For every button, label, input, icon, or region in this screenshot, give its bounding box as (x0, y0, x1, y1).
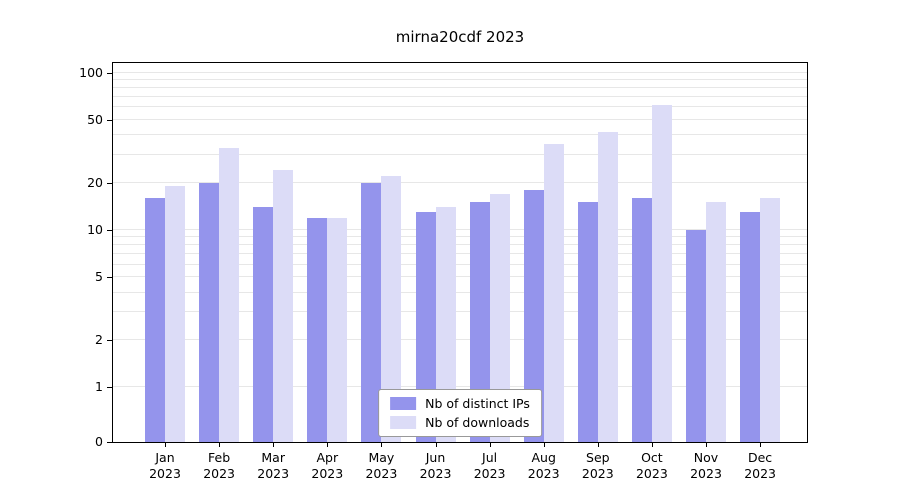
x-tick (381, 443, 383, 447)
bar-nb-of-downloads-feb (219, 148, 240, 442)
bar-nb-of-downloads-may (381, 176, 402, 442)
y-tick (107, 340, 112, 342)
y-tick-label: 10 (87, 221, 103, 237)
y-tick-label: 100 (79, 64, 103, 80)
gridline (113, 263, 807, 265)
y-tick (107, 387, 112, 389)
y-tick (107, 229, 112, 231)
bar-nb-of-downloads-nov (706, 202, 726, 442)
bar-nb-of-downloads-jul (489, 193, 510, 442)
x-tick (760, 443, 762, 447)
legend-item-distinct-ips: Nb of distinct IPs (390, 396, 530, 411)
gridline (113, 228, 807, 230)
y-tick-label: 1 (95, 379, 103, 395)
x-tick-label: Sep 2023 (581, 450, 614, 481)
bar-nb-of-distinct-ips-jan (145, 197, 165, 442)
bar-nb-of-downloads-jan (165, 186, 185, 442)
x-tick (165, 443, 166, 447)
plot-area (112, 62, 808, 443)
y-tick (107, 119, 112, 121)
gridline (113, 291, 807, 293)
x-tick (489, 443, 491, 447)
bar-nb-of-distinct-ips-sep (577, 202, 598, 442)
bar-nb-of-distinct-ips-apr (307, 217, 328, 442)
x-tick (651, 443, 653, 447)
x-tick-label: Aug 2023 (527, 450, 560, 481)
bar-nb-of-downloads-aug (543, 144, 564, 442)
bar-nb-of-distinct-ips-dec (740, 212, 761, 442)
legend-label-downloads: Nb of downloads (425, 415, 530, 430)
chart-title: mirna20cdf 2023 (395, 28, 525, 46)
gridline (113, 244, 807, 246)
x-tick (435, 443, 437, 447)
gridline (113, 276, 807, 278)
x-tick-label: Jul 2023 (473, 450, 506, 481)
x-tick (273, 443, 275, 447)
gridline (113, 118, 807, 120)
gridline (113, 86, 807, 88)
bar-nb-of-distinct-ips-may (361, 182, 382, 442)
gridline (113, 253, 807, 255)
x-tick (543, 443, 545, 447)
bar-nb-of-downloads-oct (651, 105, 672, 442)
x-tick (706, 443, 707, 447)
y-tick-label: 0 (95, 434, 103, 449)
gridline (113, 106, 807, 108)
x-tick-label: Oct 2023 (635, 450, 668, 481)
gridline (113, 311, 807, 313)
y-tick-label: 50 (87, 111, 103, 127)
bar-nb-of-downloads-sep (597, 131, 618, 442)
bar-nb-of-distinct-ips-feb (199, 182, 220, 442)
x-tick (219, 443, 221, 447)
gridline (113, 134, 807, 136)
x-tick (597, 443, 599, 447)
x-tick-label: Nov 2023 (690, 450, 722, 481)
x-tick (327, 443, 329, 447)
legend-item-downloads: Nb of downloads (390, 415, 530, 430)
y-tick-label: 2 (95, 332, 103, 348)
x-tick-label: May 2023 (365, 450, 398, 481)
gridline (113, 339, 807, 341)
y-tick (107, 277, 112, 279)
gridline (113, 153, 807, 155)
y-tick-label: 5 (95, 269, 103, 285)
bar-nb-of-downloads-dec (760, 197, 781, 442)
gridline (113, 95, 807, 97)
gridline (113, 386, 807, 388)
x-tick-label: Dec 2023 (744, 450, 776, 481)
bar-nb-of-downloads-jun (435, 206, 456, 442)
legend: Nb of distinct IPs Nb of downloads (378, 389, 542, 437)
legend-swatch-downloads (390, 416, 417, 429)
x-tick-label: Jun 2023 (419, 450, 452, 481)
bar-nb-of-downloads-mar (273, 170, 294, 442)
bar-nb-of-distinct-ips-oct (631, 197, 652, 442)
y-tick-label: 20 (87, 174, 103, 190)
y-tick (107, 72, 112, 74)
gridline (113, 236, 807, 238)
gridline (113, 181, 807, 183)
x-tick-label: Jan 2023 (149, 450, 181, 481)
y-tick (107, 442, 112, 443)
x-tick-label: Apr 2023 (311, 450, 344, 481)
gridline (113, 78, 807, 80)
gridline (113, 71, 807, 73)
bar-nb-of-distinct-ips-nov (686, 229, 706, 442)
bar-nb-of-distinct-ips-mar (253, 206, 274, 442)
legend-label-distinct-ips: Nb of distinct IPs (425, 396, 530, 411)
bar-nb-of-distinct-ips-jul (469, 202, 490, 442)
y-tick (107, 182, 112, 184)
bar-nb-of-distinct-ips-aug (523, 189, 544, 442)
x-tick-label: Feb 2023 (203, 450, 235, 481)
legend-swatch-distinct-ips (390, 397, 417, 410)
bar-nb-of-downloads-apr (327, 217, 348, 442)
x-tick-label: Mar 2023 (257, 450, 290, 481)
bar-nb-of-distinct-ips-jun (415, 212, 436, 442)
